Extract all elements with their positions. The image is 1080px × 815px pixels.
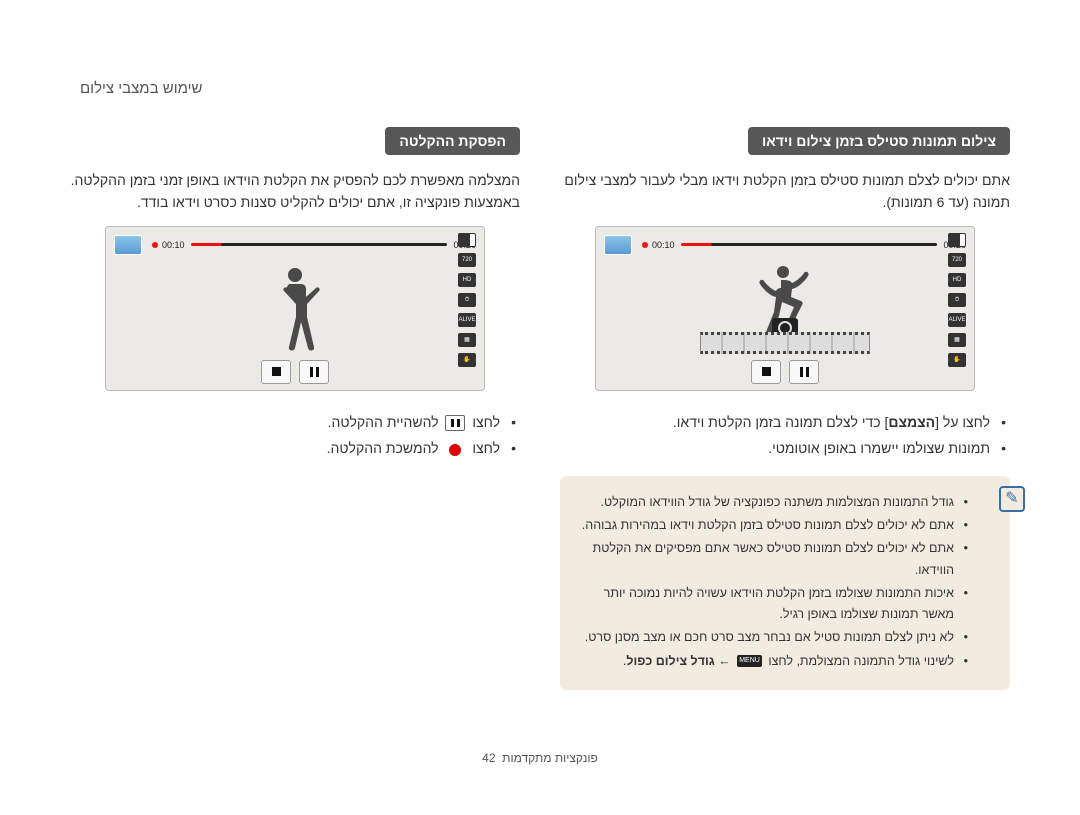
note-box: ✎ גודל התמונות המצולמות משתנה כפונקציה ש…: [560, 476, 1010, 690]
lcd-preview-pause: 00:10 00:20 720 HD ⏱ ALIVE ▦ ✋: [105, 226, 485, 391]
section-title-pause: הפסקת ההקלטה: [385, 127, 520, 155]
pause-button[interactable]: [789, 360, 819, 384]
pause-icon: [445, 415, 465, 431]
stills-instructions: לחצו על [הצמצם] כדי לצלם תמונה בזמן הקלט…: [564, 409, 1006, 462]
pause-instructions: לחצו להשהיית ההקלטה. לחצו להמשכת ההקלטה.: [74, 409, 516, 462]
hd-icon: HD: [458, 273, 476, 287]
instruction-pause: לחצו להשהיית ההקלטה.: [74, 409, 516, 436]
filmstrip-icon: [700, 332, 870, 354]
stop-button[interactable]: [751, 360, 781, 384]
silhouette-figure: [265, 263, 325, 358]
page-header: שימוש במצבי צילום: [70, 80, 1010, 97]
lcd-preview-stills: 00:10 00:20 720 HD ⏱ ALIVE ▦ ✋: [595, 226, 975, 391]
page-footer: פונקציות מתקדמות 42: [0, 751, 1080, 765]
record-dot-icon: [642, 242, 648, 248]
menu-icon: MENU: [737, 655, 762, 667]
right-column: הפסקת ההקלטה המצלמה מאפשרת לכם להפסיק את…: [70, 127, 520, 690]
focus-icon: ▦: [948, 333, 966, 347]
instruction-resume: לחצו להמשכת ההקלטה.: [74, 435, 516, 462]
note-item: לשינוי גודל התמונה המצולמת, לחצו MENU ← …: [574, 651, 968, 672]
thumbnail-icon: [604, 235, 632, 255]
resolution-icon: 720: [948, 253, 966, 267]
stabilize-icon: ✋: [948, 353, 966, 367]
stabilize-icon: ✋: [458, 353, 476, 367]
alive-icon: ALIVE: [948, 313, 966, 327]
thumbnail-icon: [114, 235, 142, 255]
left-column: צילום תמונות סטילס בזמן צילום וידאו אתם …: [560, 127, 1010, 690]
pause-button[interactable]: [299, 360, 329, 384]
elapsed-time: 00:10: [652, 240, 675, 250]
elapsed-time: 00:10: [162, 240, 185, 250]
stopwatch-icon: ⏱: [948, 293, 966, 307]
progress-bar: [681, 243, 938, 246]
battery-icon: [458, 233, 476, 247]
note-item: אתם לא יכולים לצלם תמונות סטילס בזמן הקל…: [574, 515, 968, 536]
stop-button[interactable]: [261, 360, 291, 384]
instruction-shutter: לחצו על [הצמצם] כדי לצלם תמונה בזמן הקלט…: [564, 409, 1006, 436]
instruction-autosave: תמונות שצולמו יישמרו באופן אוטומטי.: [564, 435, 1006, 462]
stills-paragraph: אתם יכולים לצלם תמונות סטילס בזמן הקלטת …: [560, 169, 1010, 214]
record-dot-icon: [152, 242, 158, 248]
note-icon: ✎: [999, 486, 1025, 512]
record-icon: [445, 442, 465, 458]
note-item: לא ניתן לצלם תמונות סטיל אם נבחר מצב סרט…: [574, 627, 968, 648]
stopwatch-icon: ⏱: [458, 293, 476, 307]
note-item: אתם לא יכולים לצלם תמונות סטילס כאשר אתם…: [574, 538, 968, 581]
hd-icon: HD: [948, 273, 966, 287]
pause-paragraph: המצלמה מאפשרת לכם להפסיק את הקלטת הוידאו…: [70, 169, 520, 214]
section-title-stills: צילום תמונות סטילס בזמן צילום וידאו: [748, 127, 1010, 155]
alive-icon: ALIVE: [458, 313, 476, 327]
battery-icon: [948, 233, 966, 247]
resolution-icon: 720: [458, 253, 476, 267]
note-item: גודל התמונות המצולמות משתנה כפונקציה של …: [574, 492, 968, 513]
note-item: איכות התמונות שצולמו בזמן הקלטת הוידאו ע…: [574, 583, 968, 626]
progress-bar: [191, 243, 448, 246]
focus-icon: ▦: [458, 333, 476, 347]
